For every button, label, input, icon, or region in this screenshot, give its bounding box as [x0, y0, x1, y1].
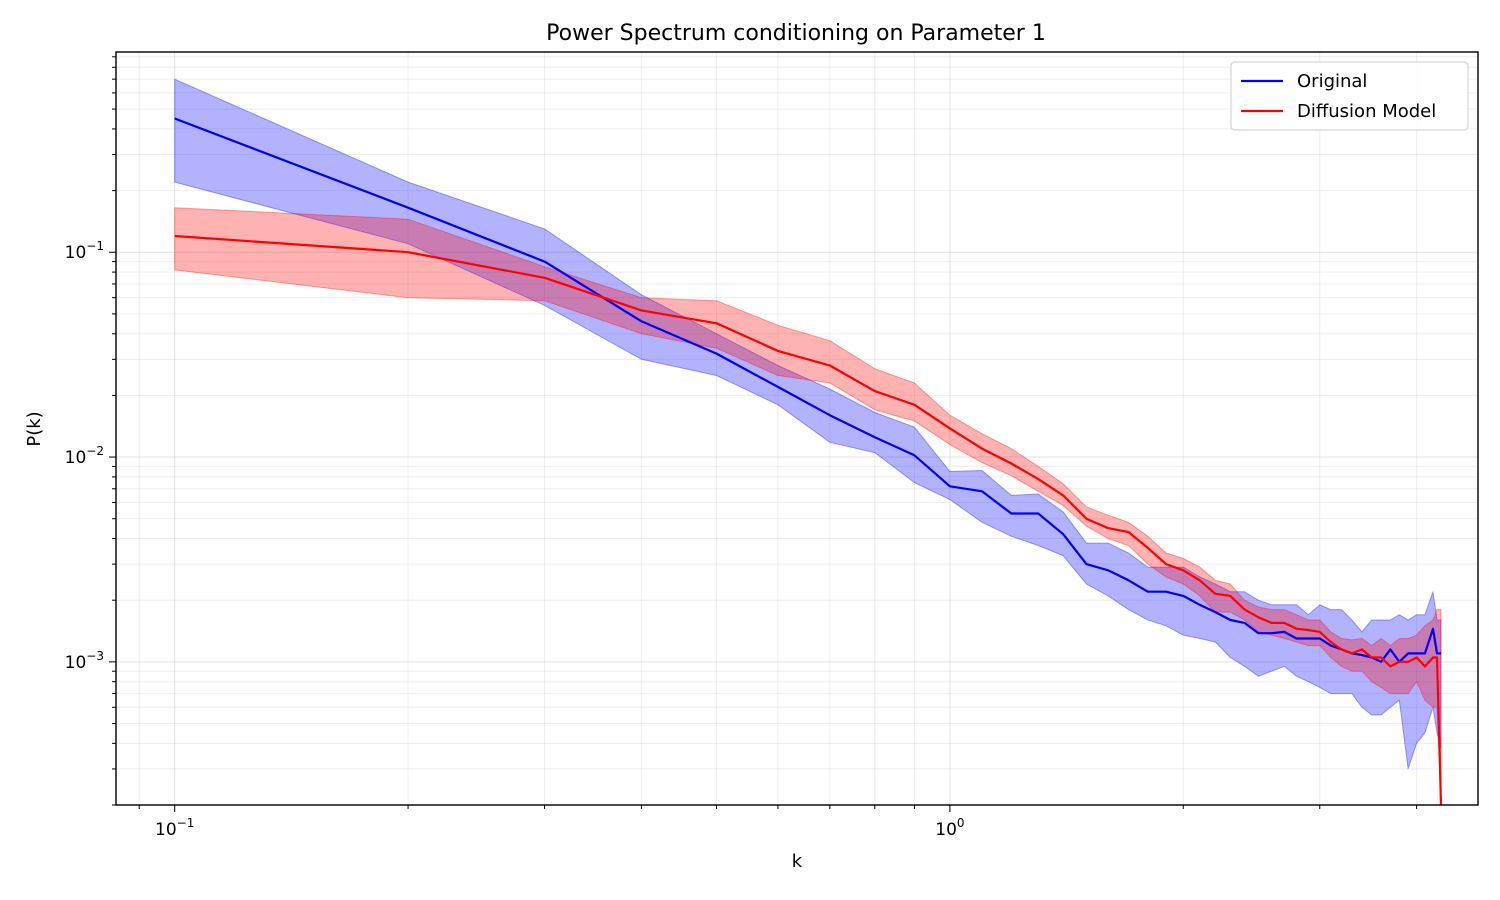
chart-title: Power Spectrum conditioning on Parameter…	[546, 21, 1046, 46]
series-lines	[174, 117, 1443, 806]
y-tick-label: 10−1	[65, 239, 104, 263]
x-tick-label: 100	[935, 816, 964, 840]
legend-label-original: Original	[1297, 71, 1367, 92]
x-tick-label: 10−1	[155, 816, 194, 840]
original-line	[174, 117, 1441, 663]
original-band	[174, 78, 1442, 770]
plot-frame	[115, 51, 1479, 806]
x-axis-label: k	[792, 851, 803, 872]
y-tick-label: 10−3	[65, 649, 104, 673]
legend: Original Diffusion Model	[1230, 61, 1469, 131]
legend-label-diffusion-model: Diffusion Model	[1297, 101, 1436, 122]
diffusion-model-line	[174, 234, 1443, 806]
legend-box	[1230, 61, 1469, 131]
y-axis-label: P(k)	[24, 411, 45, 446]
y-tick-label: 10−2	[65, 444, 104, 468]
axis-ticks: 10−1 100 10−1 10−2 10−3	[65, 56, 1418, 840]
